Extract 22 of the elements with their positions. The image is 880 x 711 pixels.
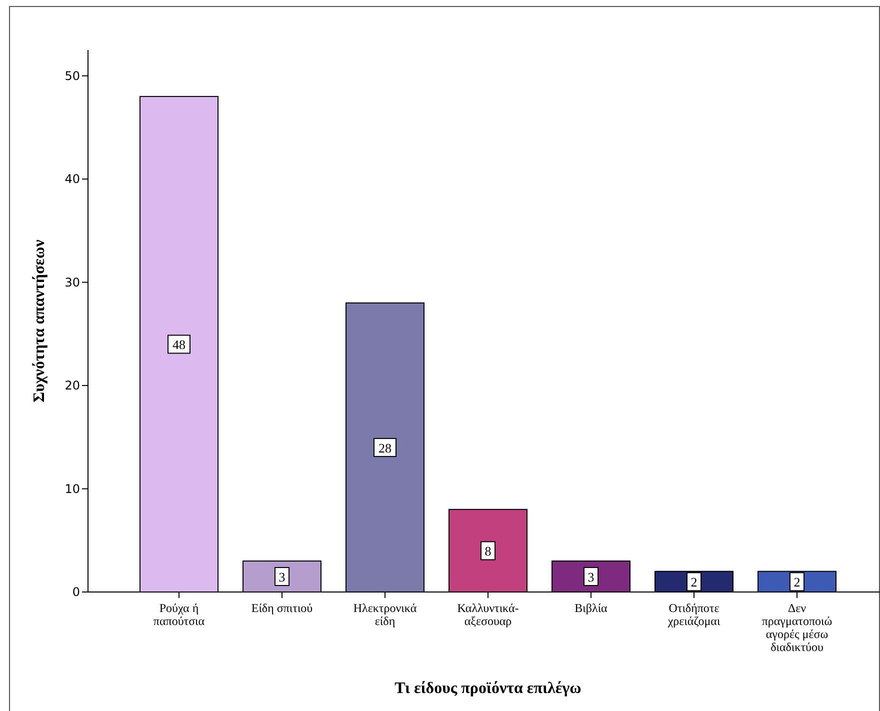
x-axis-title: Τι είδους προϊόντα επιλέγω [394,680,582,697]
data-label: 2 [794,574,800,590]
data-label: 3 [278,570,286,585]
x-tick-label: Καλλυντικά-αξεσουαρ [457,601,519,628]
x-tick-label: Οτιδήποτε χρειάζομαι [666,601,721,628]
x-tick-label: Βιβλία [574,601,608,615]
y-axis-title: Συχνότητα απαντήσεων [31,240,48,402]
data-label: 28 [378,440,392,456]
x-tick-label: Δεν πραγματοποιώ αγορές μέσω διαδικτύου [762,601,832,654]
y-tick-label: 30 [64,275,80,290]
y-tick-label: 0 [72,585,80,599]
x-tick-label: Είδη σπιτιού [251,601,313,615]
data-label: 3 [588,570,594,585]
data-label: 48 [172,337,186,352]
data-label: 8 [484,544,492,559]
y-tick-label: 10 [64,482,80,496]
y-tick-label: 40 [64,172,80,186]
y-tick-label: 20 [64,378,80,393]
x-tick-label: Ηλεκτρονικά είδη [353,601,418,628]
x-tick-label: Ρούχα ή παπούτσια [153,601,206,628]
data-label: 2 [690,574,698,590]
y-tick-label: 50 [64,68,80,83]
